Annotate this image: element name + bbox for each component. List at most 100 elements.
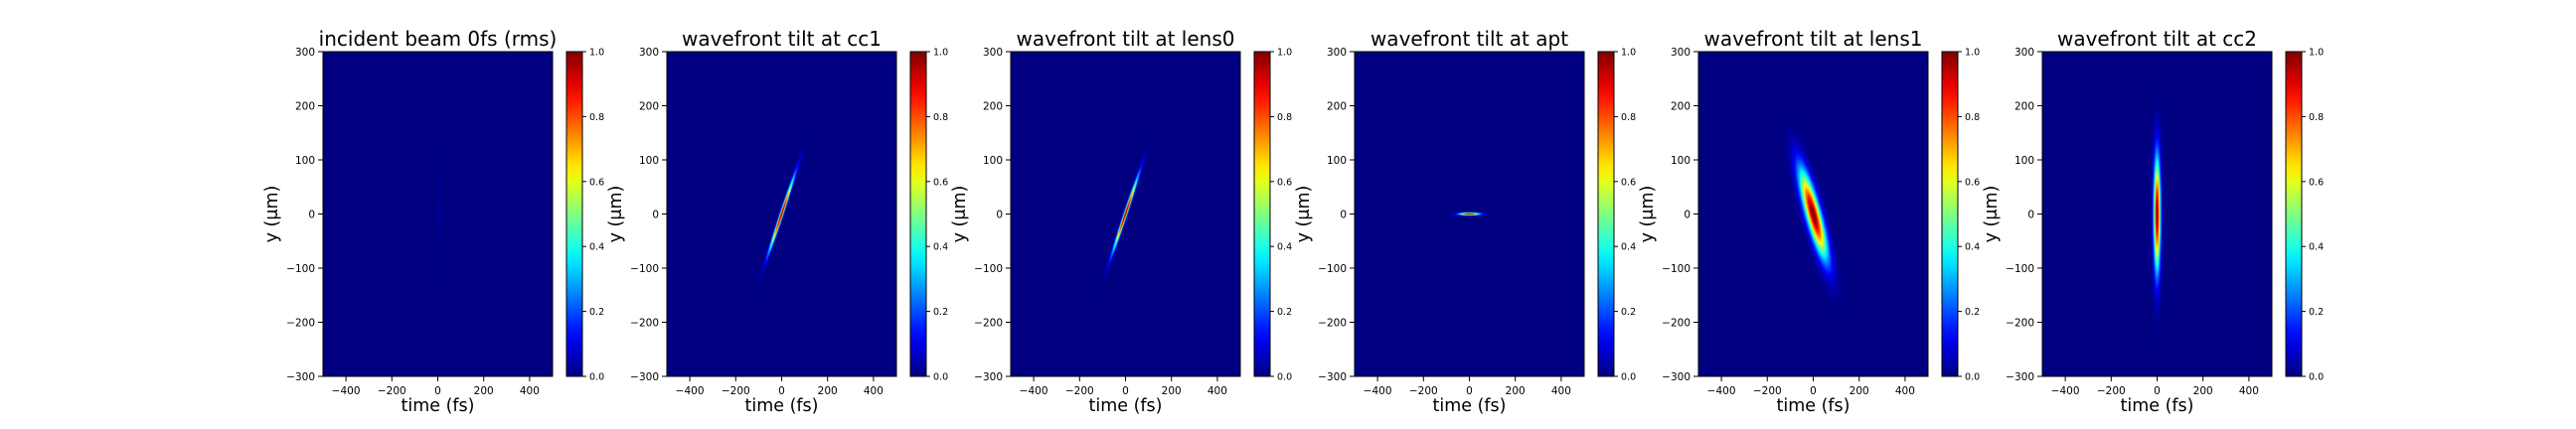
heatmap-image <box>323 52 553 376</box>
x-tick-label: 200 <box>1162 385 1182 397</box>
y-tick-label: 200 <box>1327 101 1347 113</box>
x-tick-label: 200 <box>818 385 838 397</box>
x-tick-label: 0 <box>1122 385 1129 397</box>
x-tick-label: −400 <box>1707 385 1736 397</box>
y-tick-label: 300 <box>295 47 315 59</box>
heatmap-panel: −400 −200 0 200 400 −300 −200 −100 0 100 200 300 tim… <box>1294 27 1636 416</box>
x-tick-label: 400 <box>864 385 884 397</box>
y-axis-label: y (μm) <box>1638 186 1658 243</box>
heatmap-image <box>1355 52 1584 376</box>
colorbar-tick-label: 0.6 <box>1277 177 1292 188</box>
colorbar-tick-label: 0.4 <box>1965 242 1980 253</box>
x-axis-label: time (fs) <box>1088 396 1162 416</box>
x-tick-label: 0 <box>2154 385 2161 397</box>
y-tick-label: 100 <box>2014 155 2034 167</box>
colorbar-tick-label: 0.4 <box>2309 242 2324 253</box>
colorbar <box>909 51 927 377</box>
y-axis-label: y (μm) <box>606 186 626 243</box>
y-tick-label: −100 <box>2006 263 2034 275</box>
x-axis-label: time (fs) <box>1432 396 1506 416</box>
y-tick-label: −200 <box>630 318 659 330</box>
heatmap-panel: −400 −200 0 200 400 −300 −200 −100 0 100 200 300 tim… <box>1982 27 2324 416</box>
y-tick-label: 100 <box>295 155 315 167</box>
colorbar <box>2285 51 2303 377</box>
y-tick-label: −100 <box>286 263 315 275</box>
x-tick-label: 400 <box>1895 385 1915 397</box>
colorbar-tick-label: 0.8 <box>1621 112 1636 123</box>
heatmap-image <box>2042 52 2272 376</box>
heatmap-panel: −400 −200 0 200 400 −300 −200 −100 0 100 200 300 tim… <box>1638 27 1980 416</box>
colorbar-tick-label: 0.4 <box>933 242 948 253</box>
y-axis-label: y (μm) <box>950 186 970 243</box>
colorbar-tick-label: 0.2 <box>1277 307 1292 318</box>
colorbar-tick-label: 0.2 <box>1621 307 1636 318</box>
y-tick-label: 300 <box>1327 47 1347 59</box>
colorbar-tick-label: 0.0 <box>2309 372 2324 383</box>
x-tick-label: 200 <box>474 385 494 397</box>
y-tick-label: −300 <box>1318 371 1347 383</box>
colorbar-tick-label: 1.0 <box>1965 48 1980 59</box>
y-tick-label: 0 <box>652 210 659 221</box>
panel-title: wavefront tilt at cc1 <box>682 27 882 51</box>
colorbar-tick-label: 0.6 <box>1621 177 1636 188</box>
colorbar-tick-label: 0.2 <box>2309 307 2324 318</box>
y-tick-label: −100 <box>974 263 1003 275</box>
y-tick-label: −200 <box>1318 318 1347 330</box>
x-tick-label: 0 <box>434 385 441 397</box>
x-tick-label: −200 <box>378 385 406 397</box>
x-tick-label: 0 <box>1466 385 1473 397</box>
y-tick-label: −300 <box>286 371 315 383</box>
x-tick-label: −200 <box>1065 385 1094 397</box>
x-tick-label: 400 <box>2239 385 2259 397</box>
y-tick-label: 200 <box>2014 101 2034 113</box>
colorbar-tick-label: 0.4 <box>1621 242 1636 253</box>
x-tick-label: −200 <box>1409 385 1438 397</box>
y-tick-label: 300 <box>2014 47 2034 59</box>
x-tick-label: 400 <box>1551 385 1571 397</box>
colorbar-tick-label: 0.8 <box>1277 112 1292 123</box>
heatmap-image <box>1698 52 1928 376</box>
heatmap-panel: −400 −200 0 200 400 −300 −200 −100 0 100 200 300 tim… <box>950 27 1292 416</box>
y-tick-label: −200 <box>286 318 315 330</box>
y-tick-label: 300 <box>1671 47 1690 59</box>
x-tick-label: 400 <box>520 385 540 397</box>
x-tick-label: 200 <box>1506 385 1526 397</box>
y-tick-label: 100 <box>639 155 659 167</box>
panel-title: wavefront tilt at lens0 <box>1017 27 1235 51</box>
y-tick-label: 100 <box>1671 155 1690 167</box>
colorbar-tick-label: 0.0 <box>1621 372 1636 383</box>
y-tick-label: −300 <box>2006 371 2034 383</box>
colorbar-tick-label: 0.0 <box>1965 372 1980 383</box>
colorbar-tick-label: 0.6 <box>933 177 948 188</box>
colorbar-tick-label: 0.8 <box>933 112 948 123</box>
x-tick-label: −400 <box>1020 385 1048 397</box>
y-axis-label: y (μm) <box>262 186 282 243</box>
colorbar-tick-label: 0.6 <box>1965 177 1980 188</box>
heatmap-image <box>667 52 896 376</box>
y-axis-label: y (μm) <box>1982 186 2002 243</box>
x-axis-label: time (fs) <box>1776 396 1850 416</box>
x-axis-label: time (fs) <box>744 396 818 416</box>
colorbar-tick-label: 0.8 <box>589 112 604 123</box>
y-tick-label: −300 <box>974 371 1003 383</box>
x-tick-label: 0 <box>778 385 785 397</box>
y-tick-label: 0 <box>2027 210 2034 221</box>
colorbar-tick-label: 0.2 <box>1965 307 1980 318</box>
x-tick-label: 200 <box>2193 385 2213 397</box>
y-tick-label: 0 <box>1340 210 1347 221</box>
colorbar-tick-label: 1.0 <box>1621 48 1636 59</box>
y-tick-label: 200 <box>639 101 659 113</box>
colorbar-tick-label: 0.6 <box>2309 177 2324 188</box>
heatmap-panel: −400 −200 0 200 400 −300 −200 −100 0 100 200 300 tim… <box>606 27 948 416</box>
y-tick-label: 200 <box>1671 101 1690 113</box>
x-tick-label: 400 <box>1208 385 1227 397</box>
colorbar-tick-label: 0.6 <box>589 177 604 188</box>
y-tick-label: −200 <box>1662 318 1690 330</box>
y-tick-label: 0 <box>1684 210 1690 221</box>
x-tick-label: −400 <box>1364 385 1392 397</box>
y-tick-label: 0 <box>996 210 1003 221</box>
y-tick-label: −100 <box>630 263 659 275</box>
panel-title: wavefront tilt at apt <box>1370 27 1568 51</box>
colorbar-tick-label: 1.0 <box>2309 48 2324 59</box>
